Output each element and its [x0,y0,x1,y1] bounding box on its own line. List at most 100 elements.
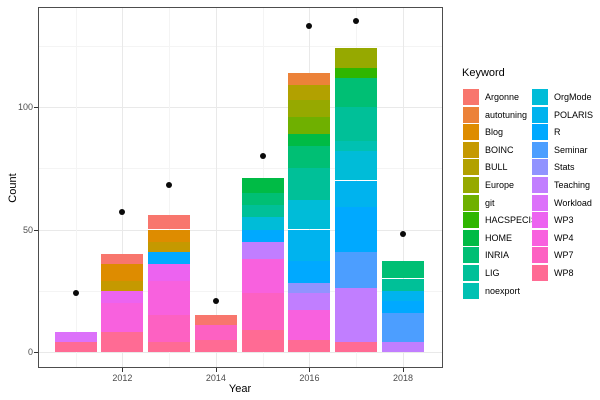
x-tick-mark [122,368,124,372]
legend-label: Workload [554,197,592,208]
data-point-2011 [72,290,79,297]
data-point-2014 [212,297,219,304]
data-point-2018 [399,231,406,238]
bar-2015-segment-Teaching [241,241,284,259]
legend-label: Stats [554,162,575,173]
legend-item-Seminar: Seminar [532,141,600,159]
x-tick-mark [402,368,404,372]
bar-2017-segment-Seminar [335,251,378,289]
legend-label: BULL [485,162,508,173]
legend-item-Europe: Europe [463,177,531,194]
legend-item-BULL: BULL [463,159,531,176]
bar-2015-segment-OrgMode [241,217,284,230]
x-tick-label: 2014 [205,373,226,383]
legend-swatch-Argonne [463,89,479,105]
legend-swatch-WP7 [532,247,548,264]
legend-item-WP4: WP4 [532,229,600,247]
legend-swatch-BULL [463,159,479,176]
bar-2015-segment-WP7 [241,293,284,330]
y-tick-mark [34,107,38,108]
y-tick-label: 0 [27,347,33,357]
legend-item-Blog: Blog [463,124,531,141]
gridline-x-major [122,8,124,367]
legend-swatch-LIG [463,265,479,281]
legend-item-WP7: WP7 [532,247,600,264]
legend-label: Seminar [554,144,588,155]
bar-2017-segment-Teaching [335,288,378,343]
legend-swatch-Teaching [532,177,548,193]
legend-item-R: R [532,124,600,141]
y-tick-mark [34,229,38,231]
bar-2011-segment-Workload [54,332,97,343]
legend-swatch-WP8 [532,265,548,281]
legend-label: git [485,197,495,208]
x-tick-mark [309,368,311,372]
bar-2018-segment-INRIA [381,261,424,279]
legend-label: Teaching [554,180,591,190]
y-axis-title: Count [7,173,19,203]
data-point-2012 [119,209,126,216]
bar-2017-segment-LIG [335,107,378,142]
legend-label: HOME [485,232,512,243]
legend-item-Teaching: Teaching [532,177,600,194]
bar-2018-segment-Teaching [381,342,424,352]
bar-2012-segment-Argonne [101,254,144,264]
legend-swatch-HACSPECIS [463,212,479,229]
bar-2016-segment-OrgMode [288,200,331,230]
bar-2016-segment-Teaching [288,293,331,311]
bar-2016-segment-git [288,116,331,134]
y-tick-mark [34,352,38,353]
bar-2012-segment-WP3 [101,290,144,303]
legend-label: autotuning [485,109,528,120]
bar-2013-segment-WP8 [148,342,191,352]
bar-2012-segment-BOINC [101,280,144,291]
legend-item-noexport: noexport [463,282,531,300]
gridline-x-minor [75,8,77,367]
x-axis-title: Year [228,383,252,395]
bar-2012-segment-WP4 [101,303,144,333]
legend-swatch-INRIA [463,247,479,264]
bar-2015-segment-INRIA [241,192,284,205]
y-tick-label: 100 [17,102,33,112]
legend-label: Europe [485,180,515,190]
bar-2016-segment-autotuning [288,72,331,85]
x-tick-label: 2012 [112,373,133,383]
bar-2013-segment-Argonne [148,214,191,230]
y-tick-label: 50 [22,224,33,235]
legend-swatch-Blog [463,124,479,141]
bar-2018-segment-LIG [381,278,424,291]
legend-swatch-Seminar [532,141,548,158]
legend-item-OrgMode: OrgMode [532,89,600,106]
bar-2014-segment-Argonne [194,315,237,326]
bar-2016-segment-Stats [288,283,331,294]
bar-2014-segment-WP7 [194,325,237,340]
bar-2015-segment-HOME [241,178,284,193]
legend-label: POLARIS [554,109,594,120]
gridline-y-major [39,352,442,353]
bar-2014-segment-WP8 [194,339,237,352]
legend-item-Argonne: Argonne [463,89,531,106]
legend-item-INRIA: INRIA [463,247,531,264]
legend-swatch-BOINC [463,141,479,158]
bar-2013-segment-Blog [148,229,191,242]
bar-2016-segment-BULL [288,84,331,100]
bar-2017-segment-WP8 [335,342,378,352]
legend-label: INRIA [485,250,510,261]
bar-2016-segment-POLARIS [288,229,331,262]
bar-2018-segment-POLARIS [381,290,424,301]
gridline-y-minor [39,290,442,292]
bar-2015-segment-R [241,229,284,242]
legend-label: R [554,127,561,138]
bar-2017-segment-INRIA [335,77,378,107]
data-point-2015 [259,153,266,159]
legend-swatch-Stats [532,159,548,176]
legend-swatch-HOME [463,229,479,246]
legend-swatch-autotuning [463,106,479,123]
gridline-x-major [215,8,217,367]
legend-swatch-WP4 [532,229,548,246]
legend-label: WP8 [554,268,574,278]
bar-2018-segment-R [381,300,424,313]
bar-2016-segment-WP4 [288,310,331,340]
legend-title: Keyword [462,67,505,79]
